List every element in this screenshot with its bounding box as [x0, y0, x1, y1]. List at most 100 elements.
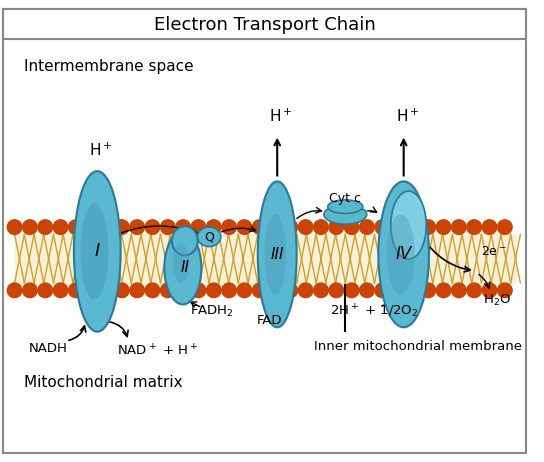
- Circle shape: [344, 220, 359, 234]
- Circle shape: [23, 220, 37, 234]
- Circle shape: [115, 220, 129, 234]
- Circle shape: [69, 220, 83, 234]
- Text: H$^+$: H$^+$: [396, 108, 419, 125]
- Circle shape: [482, 220, 497, 234]
- FancyBboxPatch shape: [3, 9, 526, 453]
- Circle shape: [314, 283, 328, 298]
- Circle shape: [84, 220, 98, 234]
- Circle shape: [145, 220, 160, 234]
- Circle shape: [115, 283, 129, 298]
- Circle shape: [130, 220, 145, 234]
- Bar: [15, 234, 516, 283]
- Ellipse shape: [379, 182, 429, 327]
- Circle shape: [390, 220, 405, 234]
- Circle shape: [467, 283, 481, 298]
- Circle shape: [406, 220, 420, 234]
- Circle shape: [222, 220, 236, 234]
- Text: H$^+$: H$^+$: [89, 142, 113, 159]
- Circle shape: [436, 283, 451, 298]
- Ellipse shape: [387, 214, 415, 294]
- Circle shape: [268, 220, 282, 234]
- Circle shape: [360, 220, 374, 234]
- Text: 2H$^+$ + 1/2O$_2$: 2H$^+$ + 1/2O$_2$: [330, 303, 418, 321]
- Circle shape: [130, 283, 145, 298]
- Ellipse shape: [258, 182, 296, 327]
- Circle shape: [329, 220, 344, 234]
- Text: II: II: [180, 261, 189, 275]
- Text: FAD: FAD: [257, 314, 282, 327]
- Text: Electron Transport Chain: Electron Transport Chain: [154, 16, 375, 34]
- Circle shape: [99, 220, 114, 234]
- Circle shape: [207, 283, 221, 298]
- Circle shape: [38, 283, 53, 298]
- Text: H$^+$: H$^+$: [269, 108, 293, 125]
- Circle shape: [498, 220, 512, 234]
- Ellipse shape: [74, 171, 121, 332]
- Circle shape: [375, 220, 390, 234]
- Circle shape: [252, 283, 267, 298]
- Circle shape: [390, 283, 405, 298]
- Circle shape: [467, 220, 481, 234]
- Text: I: I: [95, 243, 100, 261]
- Circle shape: [176, 220, 190, 234]
- Circle shape: [252, 220, 267, 234]
- Ellipse shape: [81, 203, 108, 299]
- Circle shape: [329, 283, 344, 298]
- Circle shape: [222, 283, 236, 298]
- Circle shape: [145, 283, 160, 298]
- Circle shape: [298, 283, 313, 298]
- Circle shape: [268, 283, 282, 298]
- Circle shape: [421, 220, 436, 234]
- Ellipse shape: [391, 191, 426, 259]
- Ellipse shape: [264, 214, 286, 294]
- Circle shape: [84, 283, 98, 298]
- Text: Intermembrane space: Intermembrane space: [24, 59, 194, 74]
- Circle shape: [160, 283, 175, 298]
- Circle shape: [452, 283, 466, 298]
- Circle shape: [69, 283, 83, 298]
- Circle shape: [191, 220, 206, 234]
- Text: NADH: NADH: [29, 342, 68, 355]
- Circle shape: [7, 283, 22, 298]
- Circle shape: [436, 220, 451, 234]
- Circle shape: [360, 283, 374, 298]
- Circle shape: [53, 220, 68, 234]
- Text: Q: Q: [204, 231, 214, 243]
- Circle shape: [23, 283, 37, 298]
- Text: Inner mitochondrial membrane: Inner mitochondrial membrane: [314, 340, 522, 353]
- Circle shape: [498, 283, 512, 298]
- Ellipse shape: [164, 231, 201, 304]
- Circle shape: [237, 283, 252, 298]
- Text: III: III: [270, 247, 284, 262]
- Text: 2e$^-$: 2e$^-$: [481, 245, 508, 258]
- Circle shape: [283, 283, 298, 298]
- Circle shape: [38, 220, 53, 234]
- Text: NAD$^+$ + H$^+$: NAD$^+$ + H$^+$: [117, 343, 198, 359]
- Ellipse shape: [328, 200, 363, 213]
- Text: Mitochondrial matrix: Mitochondrial matrix: [24, 375, 183, 390]
- Circle shape: [298, 220, 313, 234]
- Circle shape: [53, 283, 68, 298]
- Circle shape: [406, 283, 420, 298]
- FancyBboxPatch shape: [3, 9, 526, 39]
- Text: IV: IV: [395, 245, 412, 263]
- Circle shape: [237, 220, 252, 234]
- Ellipse shape: [172, 226, 198, 255]
- Circle shape: [283, 220, 298, 234]
- Text: Cyt c: Cyt c: [329, 192, 361, 206]
- Circle shape: [207, 220, 221, 234]
- Ellipse shape: [324, 205, 367, 224]
- Circle shape: [160, 220, 175, 234]
- Text: FADH$_2$: FADH$_2$: [190, 304, 234, 319]
- Circle shape: [452, 220, 466, 234]
- Circle shape: [375, 283, 390, 298]
- Circle shape: [7, 220, 22, 234]
- Circle shape: [191, 283, 206, 298]
- Circle shape: [314, 220, 328, 234]
- Text: H$_2$O: H$_2$O: [483, 292, 511, 308]
- Circle shape: [176, 283, 190, 298]
- Ellipse shape: [197, 227, 221, 247]
- Ellipse shape: [172, 243, 189, 283]
- Circle shape: [99, 283, 114, 298]
- Circle shape: [482, 283, 497, 298]
